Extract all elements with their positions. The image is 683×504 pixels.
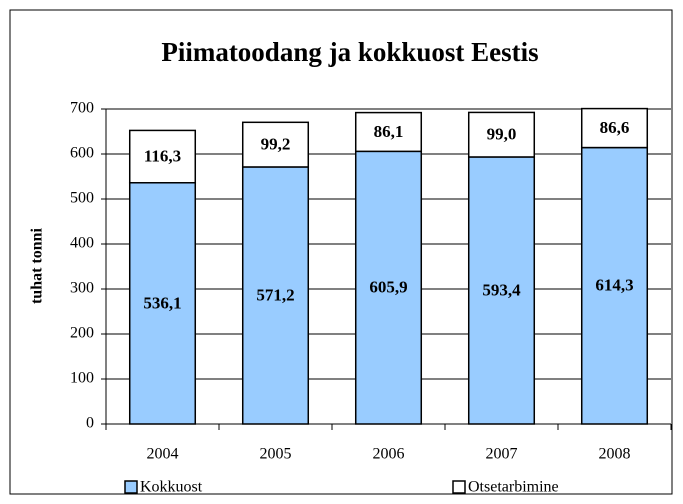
x-tick-label: 2007: [486, 446, 518, 463]
y-tick-label: 300: [70, 280, 94, 297]
bar-segment: [128, 182, 197, 425]
bar-segment: [128, 129, 197, 184]
data-label: 614,3: [595, 276, 633, 295]
legend-label: Otsetarbimine: [468, 479, 559, 496]
chart-title: Piimatoodang ja kokkuost Eestis: [161, 37, 538, 67]
data-label: 605,9: [369, 278, 407, 297]
y-tick-label: 0: [86, 415, 94, 432]
y-tick-label: 500: [70, 190, 94, 207]
x-tick-label: 2004: [147, 446, 179, 463]
bar-segment: [467, 111, 536, 158]
data-label: 99,2: [261, 135, 291, 154]
y-tick-label: 600: [70, 145, 94, 162]
data-label: 116,3: [144, 146, 181, 165]
bar-segment: [354, 150, 423, 425]
x-tick-label: 2006: [373, 446, 405, 463]
y-tick-label: 700: [70, 100, 94, 117]
y-axis-label: tuhat tonni: [29, 227, 46, 304]
x-tick-label: 2005: [260, 446, 292, 463]
y-tick-label: 400: [70, 235, 94, 252]
data-label: 86,6: [600, 118, 630, 137]
y-tick-label: 100: [70, 370, 94, 387]
y-tick-label: 200: [70, 325, 94, 342]
legend-label: Kokkuost: [140, 479, 203, 496]
legend-swatch: [124, 480, 138, 494]
data-label: 99,0: [487, 125, 517, 144]
bar-segment: [580, 107, 649, 149]
chart-border: [9, 9, 673, 495]
legend-swatch: [452, 480, 466, 494]
data-label: 593,4: [482, 280, 521, 299]
bar-segment: [354, 111, 423, 153]
bar-segment: [580, 146, 649, 425]
data-label: 86,1: [374, 122, 404, 141]
x-tick-label: 2008: [599, 446, 631, 463]
bar-segment: [241, 121, 310, 168]
bar-segment: [467, 156, 536, 425]
data-label: 536,1: [143, 293, 181, 312]
data-label: 571,2: [256, 285, 294, 304]
